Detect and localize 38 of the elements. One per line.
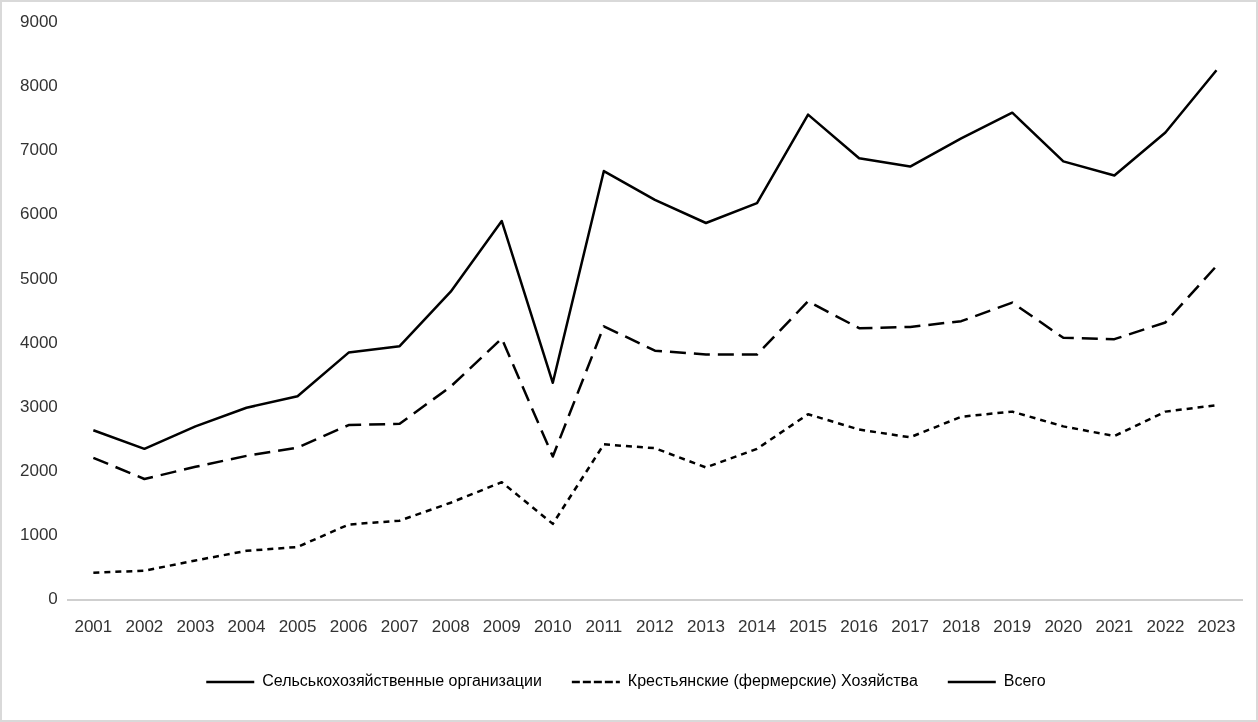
y-tick-label: 1000 bbox=[19, 525, 58, 545]
x-tick-label: 2006 bbox=[329, 617, 368, 637]
x-tick-label: 2015 bbox=[789, 617, 827, 637]
x-tick-label: 2016 bbox=[840, 617, 879, 637]
x-tick-label: 2019 bbox=[993, 617, 1032, 637]
line-series bbox=[92, 264, 1218, 481]
legend-label: Всего bbox=[1003, 672, 1046, 690]
y-tick-label: 8000 bbox=[19, 76, 58, 96]
y-tick-label: 9000 bbox=[19, 11, 58, 31]
y-tick-label: 5000 bbox=[19, 268, 58, 288]
x-tick-label: 2017 bbox=[891, 617, 930, 637]
y-tick-label: 7000 bbox=[19, 140, 58, 160]
x-tick-label: 2004 bbox=[227, 617, 266, 637]
x-tick-label: 2023 bbox=[1197, 617, 1236, 637]
x-tick-label: 2001 bbox=[74, 617, 113, 637]
x-tick-label: 2010 bbox=[533, 617, 572, 637]
y-tick-label: 6000 bbox=[19, 204, 58, 224]
x-tick-label: 2014 bbox=[738, 617, 776, 637]
x-tick-label: 2022 bbox=[1146, 617, 1185, 637]
x-tick-label: 2012 bbox=[636, 617, 674, 637]
y-tick-label: 4000 bbox=[19, 332, 58, 352]
x-tick-label: 2018 bbox=[942, 617, 981, 637]
x-tick-label: 2013 bbox=[687, 617, 725, 637]
x-tick-label: 2020 bbox=[1044, 617, 1083, 637]
y-tick-label: 2000 bbox=[19, 460, 58, 480]
x-tick-label: 2011 bbox=[585, 617, 623, 637]
x-tick-label: 2007 bbox=[380, 617, 419, 637]
y-tick-label: 3000 bbox=[19, 396, 58, 416]
x-tick-label: 2008 bbox=[431, 617, 470, 637]
x-tick-label: 2005 bbox=[278, 617, 317, 637]
line-series bbox=[92, 403, 1218, 574]
legend-label: Крестьянские (фермерские) Хозяйства bbox=[627, 672, 918, 690]
x-tick-label: 2002 bbox=[125, 617, 164, 637]
x-tick-label: 2021 bbox=[1095, 617, 1134, 637]
legend-label: Сельськохозяйственные организации bbox=[262, 672, 542, 690]
y-tick-label: 0 bbox=[48, 589, 58, 609]
x-tick-label: 2003 bbox=[176, 617, 215, 637]
x-tick-label: 2009 bbox=[482, 617, 521, 637]
